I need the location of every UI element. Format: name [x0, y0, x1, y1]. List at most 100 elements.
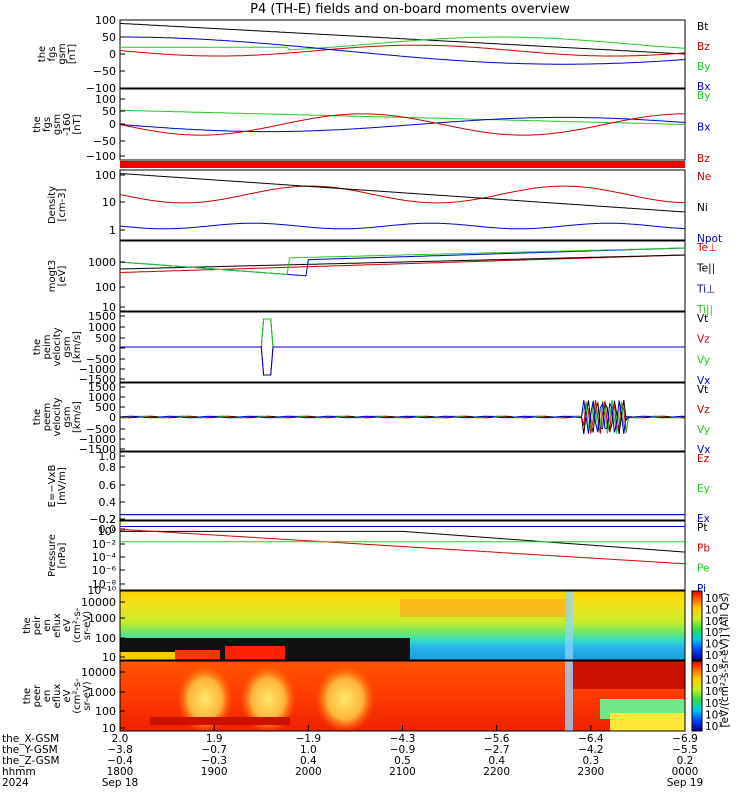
series-line-bz — [119, 113, 685, 136]
series-line-bz — [119, 44, 686, 57]
colorbar-tick-label: 10⁶ — [705, 686, 723, 698]
ion-spectrogram-spot — [175, 650, 220, 660]
legend-entry: Vx — [697, 444, 710, 456]
footer-row-label: the_Z-GSM — [2, 755, 60, 767]
legend-entry: Bt — [697, 21, 708, 33]
panel-density: 100 10 1 Density [cm-3] Ne Ni Npot — [47, 169, 722, 245]
footer-value: 2100 — [389, 766, 416, 778]
series-line-npot — [119, 222, 686, 230]
legend-entry: Bz — [697, 41, 710, 53]
footer-value: 0.5 — [394, 755, 411, 767]
legend-entry: Pe — [697, 563, 709, 575]
electron-spectrogram-blob — [240, 665, 296, 733]
colorbar-label: [eV/(cm²-s-sr-eV)] (All Qs) — [719, 593, 731, 728]
legend-entry: By — [697, 61, 710, 73]
y-axis-label: fgs — [47, 46, 58, 61]
series-line-bt — [119, 22, 686, 55]
y-tick-label: 0 — [109, 342, 116, 355]
y-tick-label: 10⁰ — [98, 525, 117, 538]
series-line-vx — [120, 346, 685, 376]
y-tick-label: 100 — [95, 93, 116, 106]
colorbar-tick-label: 10⁴ — [705, 639, 723, 651]
legend-entry: Pi — [697, 583, 706, 595]
series-line-bx — [119, 116, 686, 133]
series-line-pb — [119, 528, 686, 565]
y-tick-label: −50 — [93, 135, 116, 148]
series-line-vz — [120, 346, 685, 376]
footer-value: 1.9 — [206, 733, 223, 745]
y-axis-label: gsm — [52, 114, 63, 135]
y-tick-label: 0 — [109, 118, 116, 131]
y-axis-label: velocity — [52, 327, 63, 366]
y-tick-label: −100 — [86, 150, 116, 163]
legend-entry: Te⊥ — [696, 242, 717, 254]
y-tick-label: 100 — [95, 169, 116, 182]
y-axis-label: [eV] — [57, 266, 68, 287]
legend-entry: Vy — [697, 424, 710, 436]
colorbar — [691, 590, 703, 661]
y-axis-label: (cm²-s- — [72, 607, 83, 643]
separator-bar — [120, 161, 685, 168]
y-tick-label: 10 — [102, 651, 116, 664]
y-axis-label: eV — [62, 619, 73, 632]
footer-value: −0.7 — [201, 744, 227, 756]
y-axis-label: en — [42, 690, 53, 703]
y-tick-label: 10000 — [81, 596, 116, 609]
legend-entry: Ey — [697, 483, 710, 495]
y-axis-label: [nT] — [67, 44, 78, 64]
y-axis-label: peer — [32, 684, 43, 708]
footer-value: −3.8 — [107, 744, 133, 756]
legend-entry: Bx — [697, 81, 710, 93]
legend-entry: Ti|| — [696, 304, 713, 316]
footer-value: −6.4 — [578, 733, 604, 745]
y-axis-label: eflux — [52, 684, 63, 709]
footer-value: 2.0 — [112, 733, 129, 745]
y-tick-label: −1500 — [79, 373, 116, 386]
colorbar-tick-label: 10⁷ — [705, 675, 723, 687]
y-tick-label: 10⁻⁸ — [92, 578, 117, 591]
legend-entry: Ez — [697, 453, 710, 465]
y-axis-label: Density — [47, 186, 58, 224]
y-tick-label: −1500 — [79, 443, 116, 456]
legend-entry: Npot — [697, 233, 722, 245]
y-tick-label: −0.2 — [89, 513, 116, 526]
series-line-vt — [120, 318, 685, 348]
y-tick-label: 100 — [95, 705, 116, 718]
footer-value: −2.7 — [484, 744, 510, 756]
y-tick-label: 1000 — [88, 686, 116, 699]
footer-row-label: hhmm — [2, 766, 36, 778]
footer-value: 0000 — [672, 766, 699, 778]
colorbar-tick-label: 10⁶ — [705, 616, 723, 628]
y-tick-label: 1.0 — [99, 450, 117, 463]
legend-entry: Ni — [697, 202, 708, 214]
footer-value: −4.2 — [578, 744, 604, 756]
y-axis-label: the — [32, 409, 43, 425]
y-axis-label: peem — [42, 403, 53, 431]
electron-spectrogram-blob — [315, 665, 375, 733]
electron-spectrogram-band — [610, 713, 685, 731]
y-tick-label: −50 — [93, 65, 116, 78]
legend-entry: Vt — [697, 313, 708, 325]
footer-value: 0.4 — [300, 755, 317, 767]
y-tick-label: −1000 — [79, 433, 116, 446]
series-line-vy — [120, 318, 685, 348]
series-line-bx — [120, 36, 686, 65]
y-axis-label: eV — [62, 689, 73, 702]
y-axis-label: gsm — [57, 43, 68, 64]
y-axis-label: [nT] — [72, 114, 83, 134]
y-tick-label: 10000 — [81, 666, 116, 679]
footer-value: −0.3 — [201, 755, 227, 767]
legend-entry: Bx — [697, 122, 710, 134]
y-tick-label: 10⁻¹⁰ — [87, 584, 116, 597]
footer-row-label: 2024 — [2, 777, 29, 789]
footer-value: −0.9 — [390, 744, 416, 756]
colorbar-tick-label: 10³ — [705, 721, 723, 733]
y-axis-label: [km/s] — [72, 401, 83, 433]
y-tick-label: 0.2 — [99, 513, 117, 526]
y-axis-label: (cm²-s- — [72, 678, 83, 714]
y-axis-label: en — [42, 619, 53, 632]
series-line-ni — [119, 173, 686, 213]
